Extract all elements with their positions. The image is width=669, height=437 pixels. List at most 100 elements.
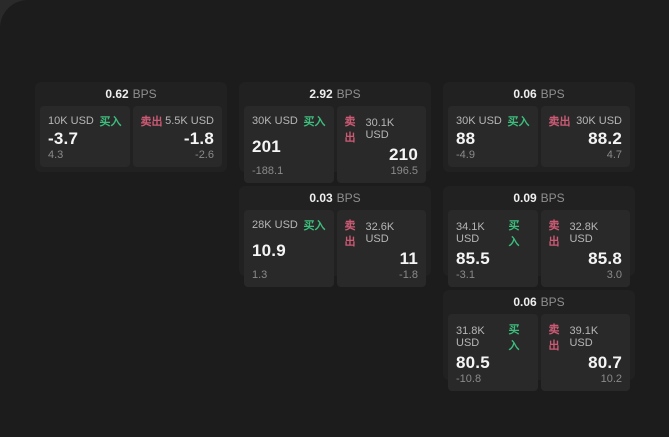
- quote-card: 0.03 BPS 28K USD 买入 10.9 1.3 卖出 32.6K US…: [239, 186, 431, 287]
- sell-side-label: 卖出: [548, 220, 560, 248]
- spread-unit-label: BPS: [132, 87, 157, 101]
- quote-panels: 30K USD 买入 201 -188.1 卖出 30.1K USD 210 1…: [244, 106, 426, 183]
- buy-side-label: 买入: [303, 116, 326, 128]
- sell-panel[interactable]: 卖出 32.6K USD 11 -1.8: [336, 210, 426, 287]
- sell-price: 80.7: [588, 353, 622, 372]
- sell-delta: 4.7: [606, 149, 622, 161]
- sell-delta: 10.2: [600, 373, 622, 385]
- quote-panels: 34.1K USD 买入 85.5 -3.1 卖出 32.8K USD 85.8…: [448, 210, 630, 287]
- buy-panel[interactable]: 30K USD 买入 201 -188.1: [244, 106, 334, 183]
- sell-price: 210: [389, 145, 418, 164]
- buy-panel[interactable]: 34.1K USD 买入 85.5 -3.1: [448, 210, 538, 287]
- sell-panel-top: 卖出 32.6K USD: [345, 217, 419, 249]
- buy-size: 30K USD: [252, 115, 298, 127]
- sell-size: 30K USD: [576, 115, 622, 127]
- sell-delta: 196.5: [390, 165, 418, 177]
- buy-panel[interactable]: 31.8K USD 买入 80.5 -10.8: [448, 314, 538, 391]
- spread-header: 0.09 BPS: [448, 186, 630, 210]
- spread-value: 0.03: [309, 191, 333, 205]
- buy-size: 34.1K USD: [456, 221, 485, 245]
- spread-header: 2.92 BPS: [244, 82, 426, 106]
- sell-size: 30.1K USD: [365, 117, 395, 141]
- buy-price: 201: [252, 137, 281, 156]
- sell-delta: -1.8: [399, 269, 418, 281]
- buy-panel[interactable]: 28K USD 买入 10.9 1.3: [244, 210, 334, 287]
- spread-header: 0.06 BPS: [448, 290, 630, 314]
- sell-panel[interactable]: 卖出 30K USD 88.2 4.7: [540, 106, 630, 167]
- sell-panel[interactable]: 卖出 32.8K USD 85.8 3.0: [540, 210, 630, 287]
- quote-panels: 30K USD 买入 88 -4.9 卖出 30K USD 88.2 4.7: [448, 106, 630, 167]
- quote-card: 0.06 BPS 31.8K USD 买入 80.5 -10.8 卖出 39.1…: [443, 290, 635, 391]
- buy-delta: -3.1: [456, 269, 475, 281]
- sell-side-label: 卖出: [344, 116, 356, 144]
- spread-header: 0.03 BPS: [244, 186, 426, 210]
- buy-side-label: 买入: [507, 116, 530, 128]
- buy-delta: -4.9: [456, 149, 475, 161]
- quote-card: 0.06 BPS 30K USD 买入 88 -4.9 卖出 30K USD 8…: [443, 82, 635, 172]
- sell-panel[interactable]: 卖出 30.1K USD 210 196.5: [336, 106, 426, 183]
- buy-panel-top: 30K USD 买入: [456, 113, 530, 129]
- buy-side-label: 买入: [303, 220, 326, 232]
- sell-size: 5.5K USD: [165, 115, 214, 127]
- buy-panel-top: 34.1K USD 买入: [456, 217, 530, 249]
- spread-value: 2.92: [309, 87, 333, 101]
- sell-size: 39.1K USD: [569, 325, 599, 349]
- buy-size: 10K USD: [48, 115, 94, 127]
- sell-price: 11: [399, 249, 418, 268]
- spread-unit-label: BPS: [336, 87, 361, 101]
- sell-panel-top: 卖出 5.5K USD: [141, 113, 215, 129]
- buy-delta: -10.8: [456, 373, 482, 385]
- sell-price: 85.8: [588, 249, 622, 268]
- quote-card: 0.62 BPS 10K USD 买入 -3.7 4.3 卖出 5.5K USD…: [35, 82, 227, 172]
- sell-panel-top: 卖出 32.8K USD: [549, 217, 623, 249]
- sell-side-label: 卖出: [344, 220, 356, 248]
- sell-panel[interactable]: 卖出 39.1K USD 80.7 10.2: [540, 314, 630, 391]
- buy-size: 28K USD: [252, 219, 298, 231]
- buy-panel[interactable]: 30K USD 买入 88 -4.9: [448, 106, 538, 167]
- sell-delta: 3.0: [606, 269, 622, 281]
- sell-panel[interactable]: 卖出 5.5K USD -1.8 -2.6: [132, 106, 222, 167]
- buy-delta: -188.1: [252, 165, 284, 177]
- spread-value: 0.06: [513, 295, 537, 309]
- sell-side-label: 卖出: [140, 116, 163, 128]
- buy-size: 31.8K USD: [456, 325, 485, 349]
- buy-side-label: 买入: [508, 220, 520, 248]
- spread-value: 0.62: [105, 87, 129, 101]
- buy-panel-top: 31.8K USD 买入: [456, 321, 530, 353]
- sell-size: 32.6K USD: [365, 221, 395, 245]
- spread-value: 0.06: [513, 87, 537, 101]
- buy-price: -3.7: [48, 129, 79, 148]
- buy-side-label: 买入: [508, 324, 520, 352]
- spread-unit-label: BPS: [540, 87, 565, 101]
- quote-panels: 10K USD 买入 -3.7 4.3 卖出 5.5K USD -1.8 -2.…: [40, 106, 222, 167]
- sell-side-label: 卖出: [548, 116, 571, 128]
- spread-value: 0.09: [513, 191, 537, 205]
- buy-price: 85.5: [456, 249, 490, 268]
- buy-panel-top: 10K USD 买入: [48, 113, 122, 129]
- buy-price: 80.5: [456, 353, 490, 372]
- buy-delta: 1.3: [252, 269, 268, 281]
- spread-unit-label: BPS: [540, 191, 565, 205]
- sell-size: 32.8K USD: [569, 221, 599, 245]
- quote-card: 0.09 BPS 34.1K USD 买入 85.5 -3.1 卖出 32.8K…: [443, 186, 635, 287]
- quote-panels: 28K USD 买入 10.9 1.3 卖出 32.6K USD 11 -1.8: [244, 210, 426, 287]
- sell-side-label: 卖出: [548, 324, 560, 352]
- sell-panel-top: 卖出 30K USD: [549, 113, 623, 129]
- spread-header: 0.62 BPS: [40, 82, 222, 106]
- spread-unit-label: BPS: [336, 191, 361, 205]
- sell-delta: -2.6: [195, 149, 214, 161]
- sell-price: 88.2: [588, 129, 622, 148]
- buy-size: 30K USD: [456, 115, 502, 127]
- sell-price: -1.8: [183, 129, 214, 148]
- buy-price: 10.9: [252, 241, 286, 260]
- buy-panel-top: 28K USD 买入: [252, 217, 326, 233]
- buy-panel-top: 30K USD 买入: [252, 113, 326, 129]
- sell-panel-top: 卖出 30.1K USD: [345, 113, 419, 145]
- sell-panel-top: 卖出 39.1K USD: [549, 321, 623, 353]
- buy-panel[interactable]: 10K USD 买入 -3.7 4.3: [40, 106, 130, 167]
- buy-price: 88: [456, 129, 476, 148]
- quote-panels: 31.8K USD 买入 80.5 -10.8 卖出 39.1K USD 80.…: [448, 314, 630, 391]
- buy-delta: 4.3: [48, 149, 64, 161]
- spread-header: 0.06 BPS: [448, 82, 630, 106]
